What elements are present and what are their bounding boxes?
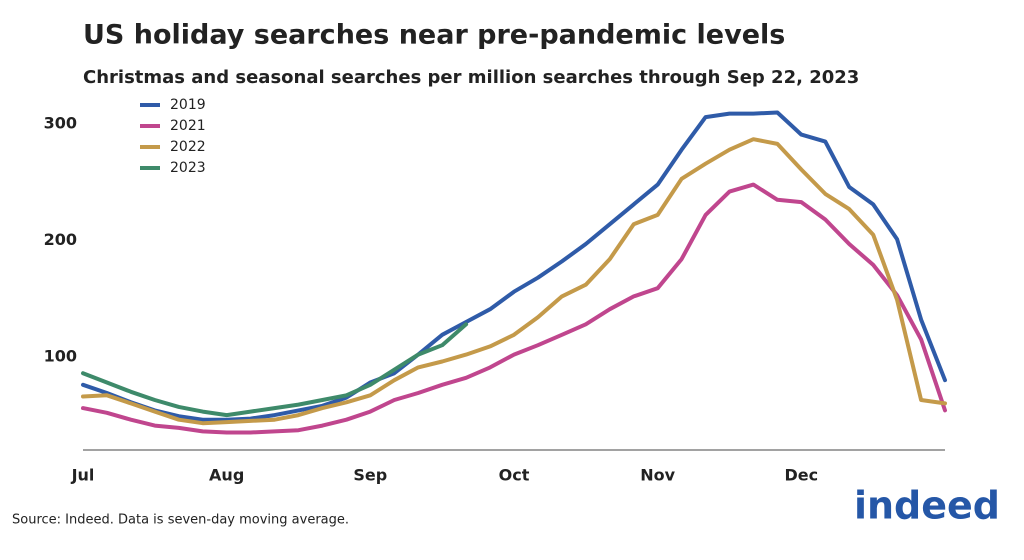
- y-tick-label: 300: [44, 114, 77, 133]
- legend-label: 2022: [170, 139, 206, 155]
- legend-label: 2023: [170, 160, 206, 176]
- x-tick-label: Oct: [499, 466, 530, 485]
- x-tick-label: Sep: [353, 466, 387, 485]
- series-line: [81, 182, 947, 435]
- logo: indeed: [854, 484, 1000, 528]
- series-line: [81, 322, 469, 418]
- chart-subtitle: Christmas and seasonal searches per mill…: [83, 67, 859, 88]
- x-tick-label: Jul: [71, 466, 95, 485]
- legend-label: 2019: [170, 97, 206, 113]
- series-line: [81, 110, 947, 422]
- chart-title: US holiday searches near pre-pandemic le…: [83, 20, 785, 51]
- y-tick-label: 200: [44, 230, 77, 249]
- legend-label: 2021: [170, 118, 206, 134]
- x-tick-label: Nov: [640, 466, 675, 485]
- source-note: Source: Indeed. Data is seven-day moving…: [12, 513, 349, 528]
- series-line: [81, 137, 947, 426]
- y-tick-label: 100: [44, 346, 77, 365]
- x-tick-label: Aug: [209, 466, 244, 485]
- x-tick-label: Dec: [785, 466, 819, 485]
